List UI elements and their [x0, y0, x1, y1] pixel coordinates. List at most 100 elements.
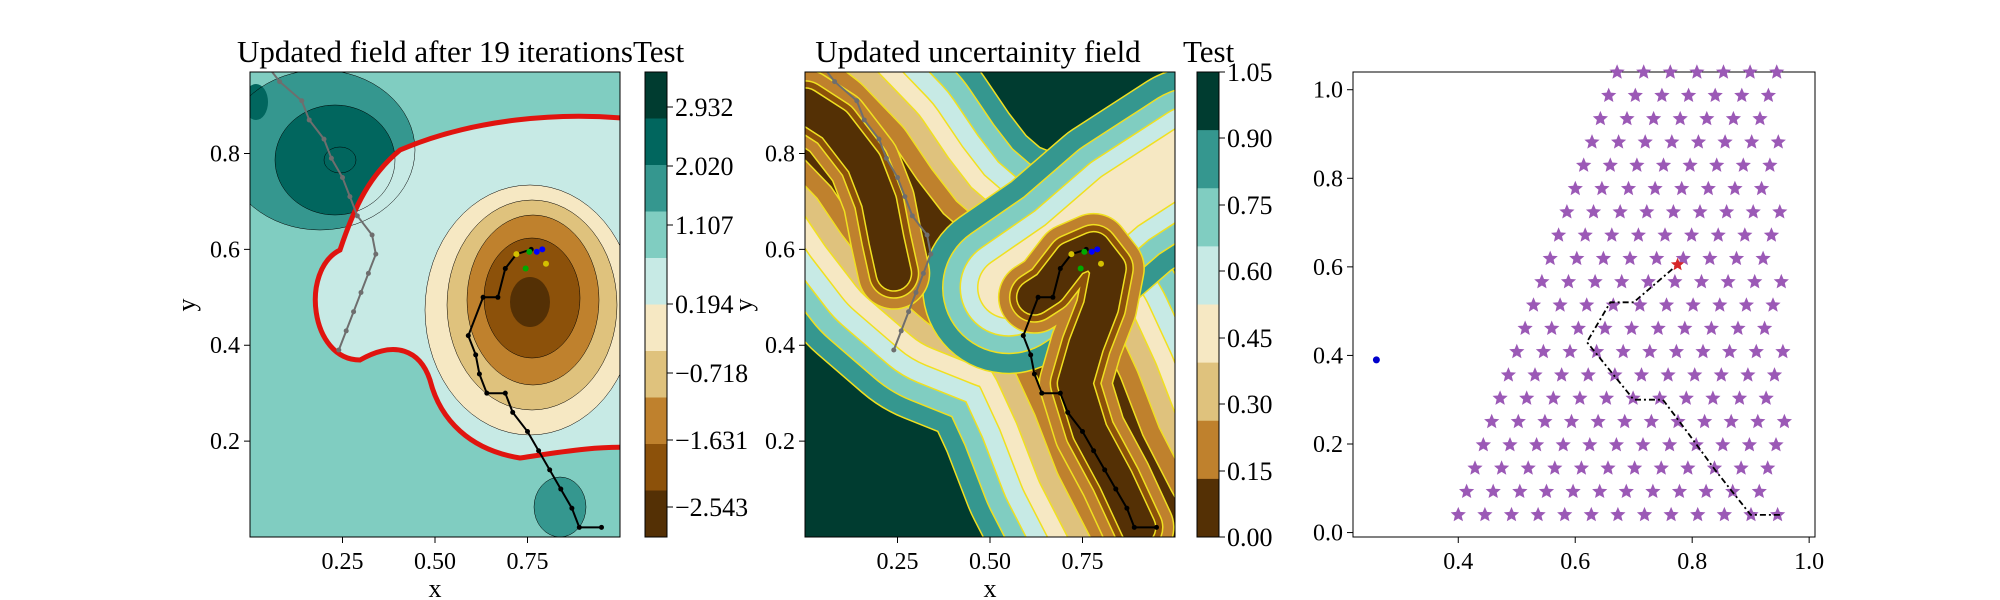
panel3-candidate-star	[1637, 134, 1653, 149]
panel3-candidate-star	[1529, 437, 1545, 452]
panel3-candidate-star	[1544, 320, 1560, 335]
panel2-gray-path-point	[913, 290, 919, 296]
panel3-candidate-star	[1636, 64, 1652, 79]
panel2-gray-path-point	[895, 174, 900, 180]
panel3-candidate-star	[1649, 250, 1665, 266]
panel1-contour-2	[446, 199, 618, 411]
panel3-candidate-star	[1554, 367, 1570, 382]
panel1-ytick-label: 0.8	[210, 141, 240, 167]
panel2-gray-path-point	[883, 155, 889, 161]
panel3-candidate-star	[1557, 506, 1573, 522]
panel2-black-path-point	[1028, 352, 1034, 358]
panel1-contour-5	[250, 72, 416, 231]
panel2-sample-marker	[1081, 248, 1088, 255]
panel2-ytick-label: 0.2	[765, 429, 795, 455]
panel-field: Updated field after 19 iterations	[172, 34, 748, 600]
panel3-candidate-star	[1730, 320, 1746, 335]
panel1-black-path-point	[502, 390, 508, 396]
panel3-candidate-star	[1725, 110, 1741, 126]
panel3-candidate-star	[1592, 483, 1608, 498]
panel3-candidate-star	[1751, 483, 1767, 498]
panel2-xtick-label: 0.50	[969, 549, 1011, 575]
panel3-candidate-star	[1467, 460, 1483, 475]
colorbar2-tick-label: 0.75	[1227, 191, 1273, 220]
panel3-candidate-star	[1584, 134, 1600, 149]
panel3-ytick-label: 0.2	[1313, 432, 1343, 458]
panel3-candidate-star	[1720, 273, 1736, 289]
panel3-candidate-star	[1698, 483, 1714, 498]
panel3-candidate-star	[1745, 204, 1761, 219]
panel1-ytick-label: 0.4	[210, 333, 240, 359]
panel3-candidate-star	[1519, 390, 1535, 405]
panel3-candidate-star	[1632, 297, 1648, 312]
panel2-gray-path-point	[924, 232, 930, 238]
panel3-candidate-star	[1551, 227, 1567, 242]
panel2-xtick-label: 0.25	[877, 549, 919, 575]
colorbar2-swatch	[1197, 362, 1219, 422]
panel2-black-path-point	[1057, 390, 1063, 396]
colorbar2-swatch	[1197, 478, 1219, 538]
panel1-black-path-point	[576, 524, 582, 530]
panel3-candidate-star	[1668, 343, 1684, 359]
panel3-candidate-star	[1502, 437, 1518, 452]
panel3-candidate-star	[1675, 250, 1691, 266]
panel3-candidate-star	[1655, 157, 1672, 172]
panel3-candidate-star	[1737, 227, 1753, 242]
panel3-candidate-star	[1567, 180, 1583, 196]
panel1-sample-marker	[533, 248, 540, 255]
panel3-candidate-star	[1500, 367, 1516, 382]
panel3-candidate-star	[1612, 204, 1628, 219]
panel3-candidate-star	[1690, 506, 1706, 522]
panel3-candidate-star	[1695, 343, 1711, 359]
panel3-candidate-star	[1715, 437, 1731, 452]
panel3-candidate-star	[1710, 227, 1726, 242]
panel1-sample-marker	[526, 248, 533, 255]
panel1-black-path	[467, 248, 602, 529]
panel3-candidate-star	[1706, 460, 1723, 475]
panel2-black-path-point	[1080, 429, 1085, 435]
panel2-black-path-point	[1131, 524, 1137, 530]
panel3-candidate-star	[1760, 460, 1776, 475]
panel3-candidate-star	[1555, 437, 1571, 452]
panel3-candidate-star	[1647, 180, 1663, 196]
panel3-candidate-star	[1600, 460, 1616, 475]
panel3-path	[1585, 263, 1780, 516]
panel1-black-path-point	[599, 524, 604, 530]
panel1-ytick-label: 0.2	[210, 429, 240, 455]
panel3-candidate-star	[1664, 134, 1680, 149]
panel2-black-path-point	[1050, 294, 1056, 300]
panel3-candidate-star	[1582, 437, 1598, 452]
panel3-candidate-star	[1573, 460, 1589, 475]
panel3-candidate-star	[1674, 180, 1690, 196]
panel1-gray-path-point	[343, 328, 349, 334]
panel1-sample-marker	[513, 251, 520, 258]
panel3-candidate-star	[1747, 273, 1763, 289]
panel3-candidate-star	[1579, 297, 1595, 312]
panel3-candidate-star	[1662, 437, 1678, 452]
panel1-gray-path-point	[328, 155, 334, 161]
panel3-candidate-star	[1700, 180, 1716, 196]
panel3-candidate-star	[1562, 343, 1578, 359]
panel1-black-path-point	[569, 505, 575, 511]
panel3-candidate-star	[1450, 506, 1466, 522]
colorbar1-swatch	[645, 258, 667, 305]
panel3-candidate-star	[1680, 460, 1696, 475]
panel3-candidate-star	[1534, 273, 1550, 289]
panel2-gray-path-point	[920, 270, 926, 276]
panel3-candidate-star	[1703, 320, 1719, 335]
colorbar1-swatch	[645, 165, 667, 212]
colorbar1-tick-label: −0.718	[675, 359, 748, 388]
panel3-candidate-star	[1607, 367, 1623, 382]
panel1-sample-marker	[522, 265, 529, 272]
panel3-ytick-label: 0.8	[1313, 166, 1343, 192]
panel3-candidate-star	[1492, 390, 1508, 405]
panel2-black-path-point	[1057, 266, 1063, 272]
colorbar2-swatch	[1197, 72, 1219, 131]
panel1-gray-path-point	[347, 194, 353, 200]
panel2-gray-path-point	[902, 194, 908, 200]
panel1-plot-area	[250, 72, 620, 537]
panel2-black-path-point	[1091, 448, 1097, 454]
panel1-xtick-label: 0.75	[507, 549, 549, 575]
panel3-candidate-star	[1687, 367, 1703, 382]
